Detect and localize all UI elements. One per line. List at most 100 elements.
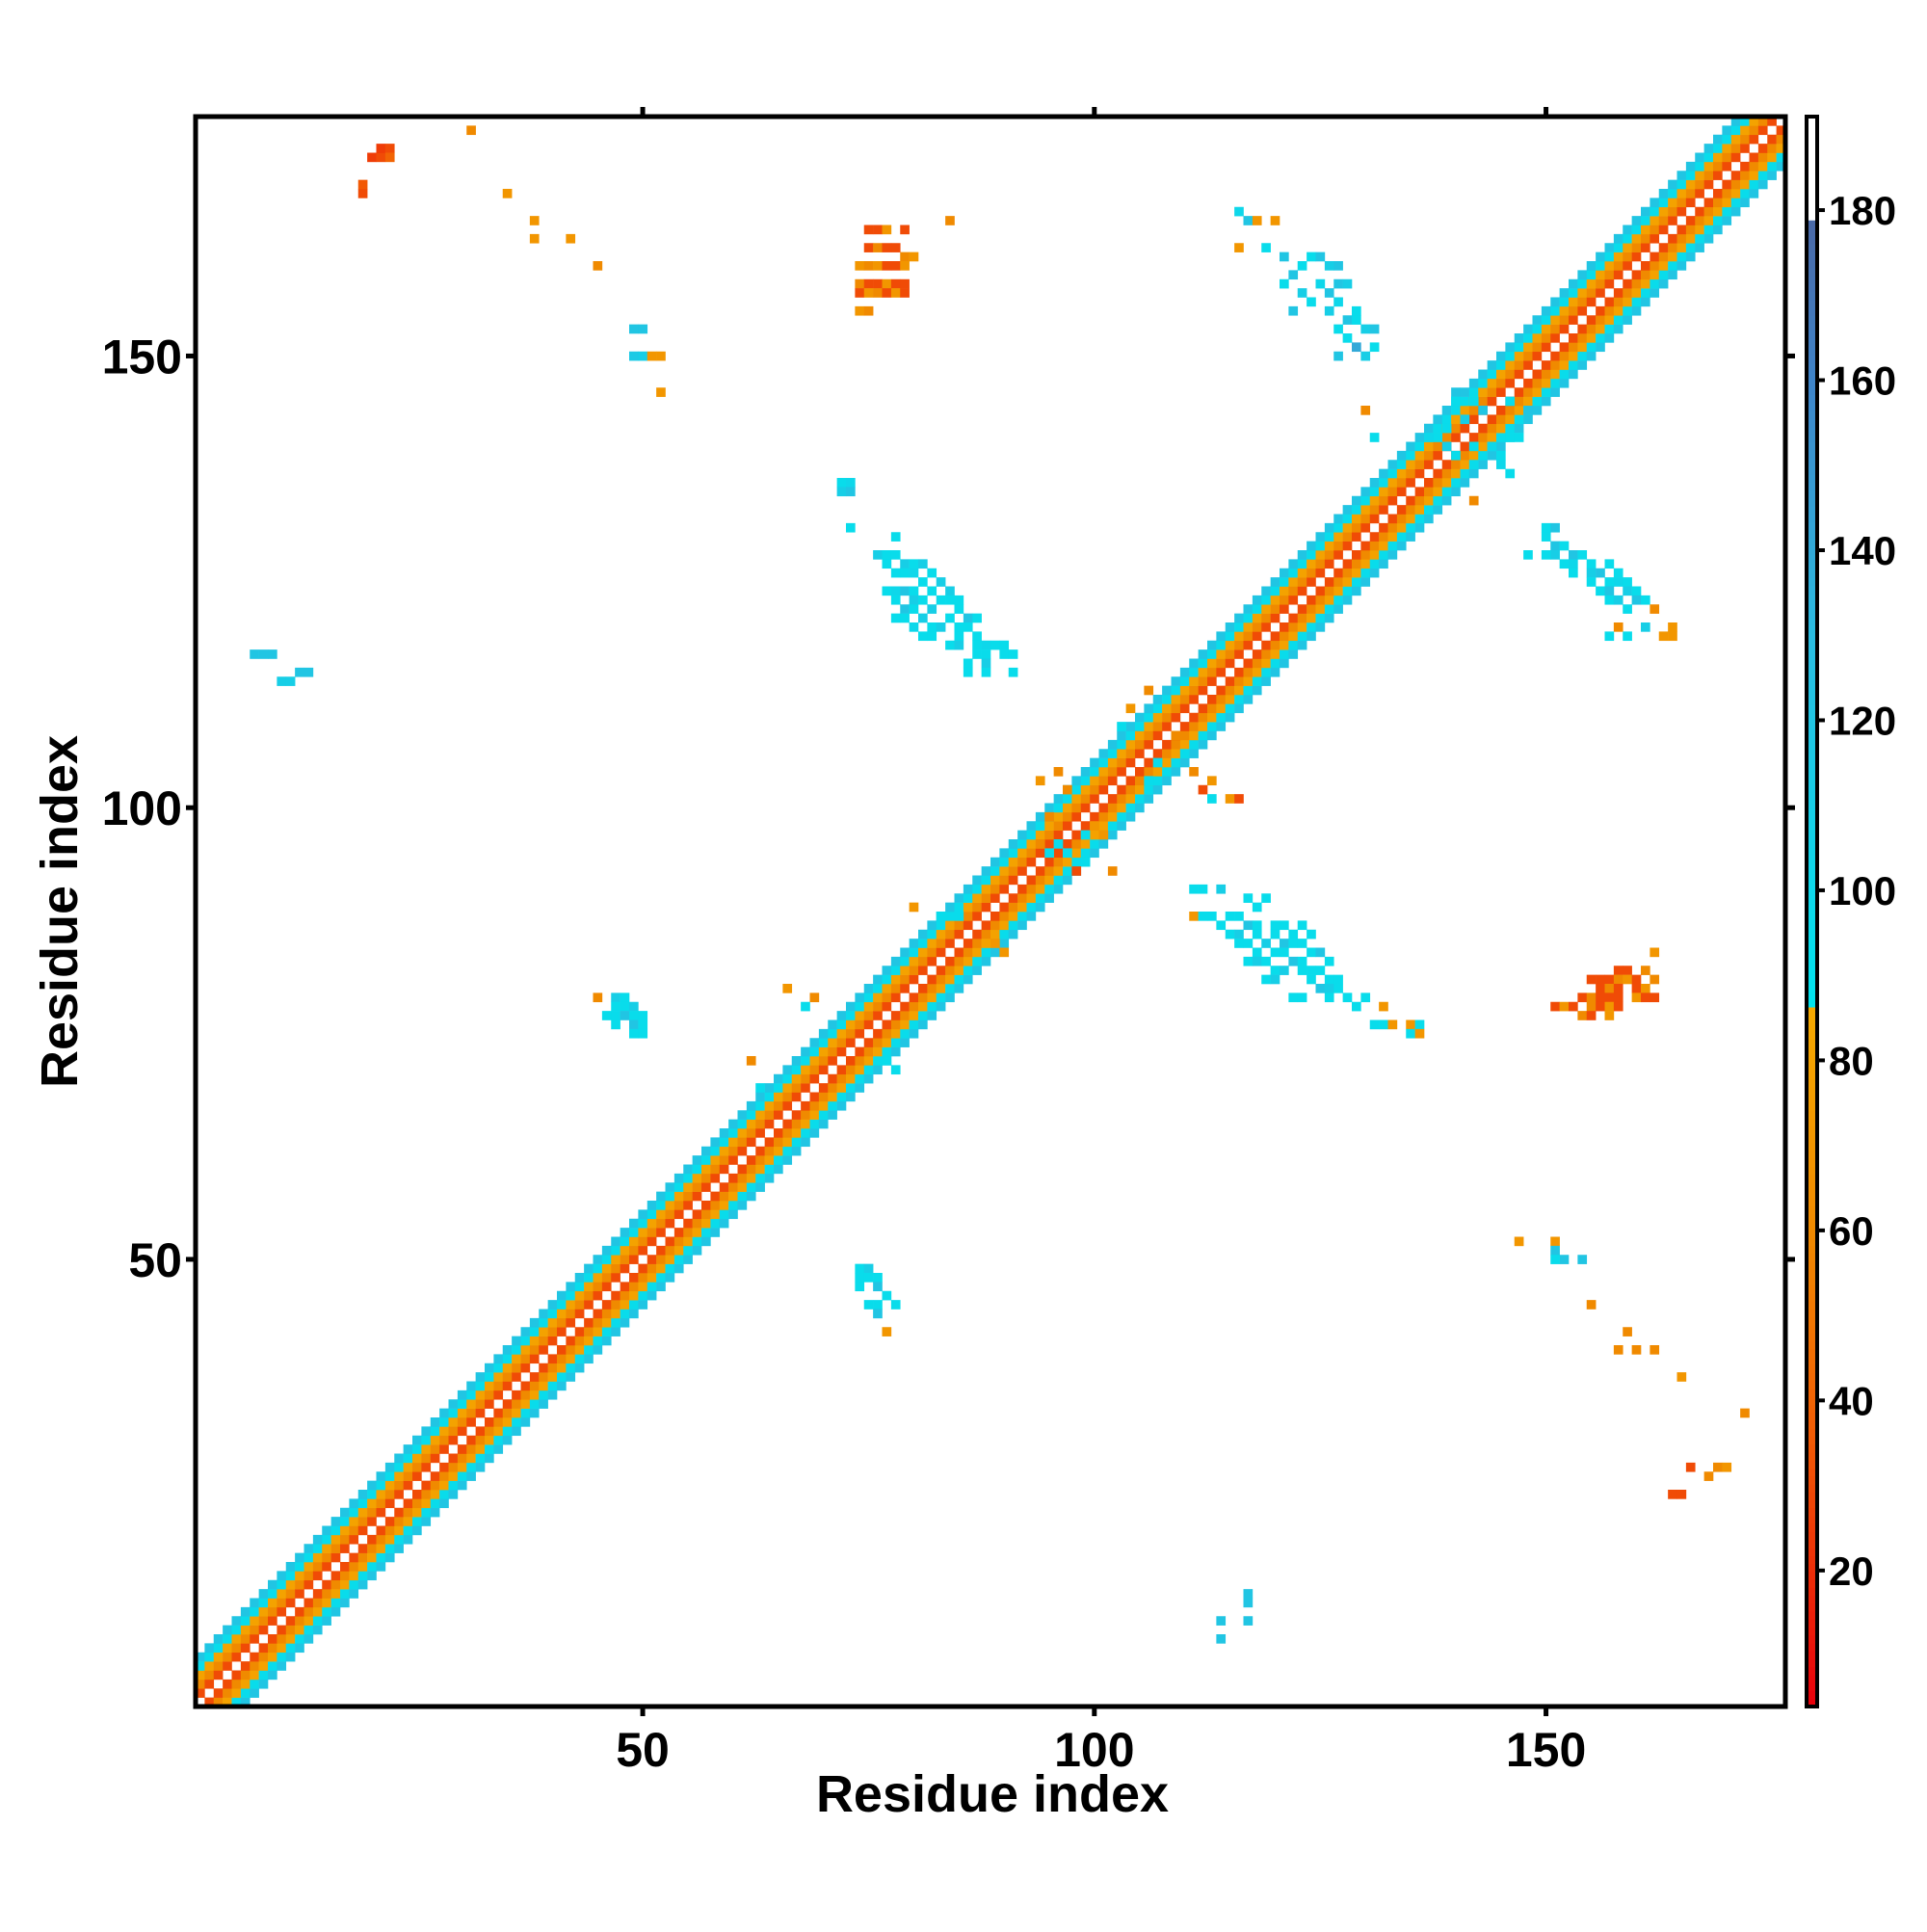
colorbar-segment	[1807, 784, 1817, 793]
diagonal-cell	[1387, 522, 1398, 533]
diagonal-cell	[1008, 857, 1018, 867]
diagonal-cell	[1035, 830, 1045, 840]
colorbar-segment	[1807, 1420, 1817, 1429]
diagonal-cell	[1063, 794, 1072, 804]
diagonal-cell	[223, 1652, 232, 1662]
colorbar-segment	[1807, 609, 1817, 619]
diagonal-cell	[836, 1046, 847, 1057]
diagonal-cell	[1550, 360, 1560, 370]
diagonal-cell	[367, 1498, 377, 1509]
diagonal-cell	[828, 1056, 837, 1066]
diagonal-cell	[1288, 559, 1299, 569]
diagonal-cell	[349, 1579, 359, 1590]
contact-cell	[1586, 974, 1597, 985]
diagonal-cell	[611, 1327, 620, 1337]
colorbar-segment	[1807, 1015, 1817, 1023]
contact-cell	[1433, 433, 1443, 442]
diagonal-cell	[1198, 658, 1208, 669]
colorbar-segment	[1807, 244, 1817, 252]
diagonal-cell	[285, 1598, 296, 1608]
contact-cell	[1623, 577, 1632, 587]
diagonal-cell	[1441, 433, 1452, 442]
diagonal-cell	[1623, 261, 1632, 271]
diagonal-cell	[990, 857, 1000, 867]
diagonal-cell	[1641, 297, 1650, 307]
diagonal-cell	[304, 1634, 314, 1644]
diagonal-cell	[1596, 324, 1605, 334]
diagonal-cell	[1179, 667, 1190, 677]
diagonal-cell	[629, 1236, 639, 1247]
diagonal-cell	[1460, 460, 1470, 469]
diagonal-cell	[394, 1471, 404, 1481]
diagonal-cell	[448, 1435, 459, 1445]
diagonal-cell	[557, 1290, 567, 1301]
colorbar-segment	[1807, 1325, 1817, 1334]
colorbar-segment	[1807, 331, 1817, 340]
diagonal-cell	[547, 1372, 558, 1382]
contact-cell	[1604, 974, 1615, 985]
diagonal-cell	[566, 1282, 576, 1292]
diagonal-cell	[439, 1435, 449, 1445]
colorbar-segment	[1807, 856, 1817, 864]
contact-cell	[863, 225, 874, 235]
diagonal-cell	[1080, 839, 1091, 849]
contact-cell	[1613, 577, 1623, 587]
diagonal-cell	[1460, 406, 1470, 415]
diagonal-cell	[828, 1083, 837, 1093]
diagonal-cell	[1333, 595, 1343, 605]
diagonal-cell	[1730, 206, 1741, 217]
diagonal-cell	[574, 1290, 585, 1301]
diagonal-cell	[1360, 487, 1371, 497]
diagonal-cell	[1179, 695, 1190, 704]
diagonal-cell	[376, 1544, 386, 1553]
diagonal-cell	[665, 1182, 675, 1192]
diagonal-cell	[863, 992, 874, 1003]
diagonal-cell	[719, 1164, 729, 1175]
diagonal-cell	[1713, 198, 1723, 208]
diagonal-cell	[1414, 460, 1425, 469]
contact-cell	[620, 1001, 630, 1012]
contact-cell	[502, 189, 513, 198]
colorbar-segment	[1807, 1293, 1817, 1302]
diagonal-cell	[1098, 757, 1109, 768]
contact-cell	[1252, 929, 1262, 940]
diagonal-cell	[774, 1164, 783, 1175]
contact-cell	[990, 939, 1000, 948]
diagonal-cell	[539, 1363, 548, 1373]
diagonal-cell	[1053, 794, 1064, 804]
colorbar-segment	[1807, 458, 1817, 467]
colorbar-segment	[1807, 633, 1817, 642]
diagonal-cell	[485, 1372, 494, 1382]
contact-cell	[1460, 414, 1470, 425]
diagonal-cell	[809, 1100, 820, 1111]
contact-cell	[1171, 730, 1181, 741]
diagonal-cell	[268, 1589, 277, 1599]
diagonal-cell	[349, 1498, 359, 1509]
diagonal-cell	[1541, 315, 1551, 325]
contact-cell	[882, 278, 892, 289]
colorbar-segment	[1807, 1221, 1817, 1231]
diagonal-cell	[1468, 378, 1479, 388]
diagonal-cell	[1035, 821, 1045, 831]
diagonal-cell	[1749, 134, 1759, 145]
diagonal-cell	[1577, 270, 1588, 280]
diagonal-cell	[213, 1643, 224, 1654]
diagonal-cell	[665, 1236, 675, 1247]
diagonal-cell	[1135, 722, 1145, 731]
contact-cell	[611, 1011, 620, 1020]
diagonal-cell	[620, 1228, 630, 1237]
diagonal-cell	[1315, 622, 1326, 632]
contact-cell	[1261, 893, 1271, 903]
diagonal-cell	[1369, 514, 1380, 524]
diagonal-cell	[1730, 189, 1741, 198]
diagonal-cell	[1730, 179, 1741, 190]
diagonal-cell	[268, 1643, 277, 1654]
diagonal-cell	[855, 1056, 865, 1066]
diagonal-cell	[855, 1001, 865, 1012]
diagonal-cell	[1641, 216, 1650, 225]
diagonal-cell	[1613, 288, 1623, 298]
diagonal-cell	[963, 974, 973, 985]
diagonal-cell	[764, 1155, 775, 1165]
diagonal-cell	[1035, 811, 1045, 822]
diagonal-cell	[357, 1562, 368, 1572]
